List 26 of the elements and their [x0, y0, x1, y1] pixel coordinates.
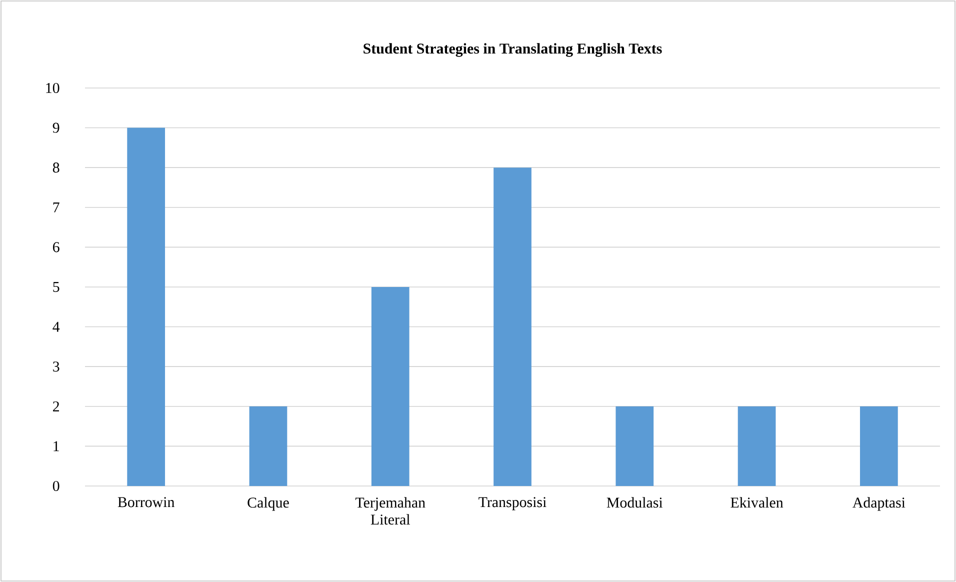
x-tick-label: Transposisi	[478, 497, 546, 510]
bar	[249, 406, 288, 486]
x-tick-label: Terjemahan Literal	[355, 497, 426, 525]
x-tick-label: Borrowin	[118, 497, 174, 508]
y-tick-label: 5	[53, 282, 60, 292]
x-tick-label: Modulasi	[606, 497, 663, 508]
y-tick-label: 6	[53, 242, 60, 252]
y-tick-label: 2	[53, 401, 59, 412]
y-tick-label: 3	[53, 362, 60, 372]
y-tick-label: 7	[53, 202, 60, 212]
bar	[494, 168, 532, 486]
x-tick-label: Adaptasi	[852, 497, 906, 511]
y-tick-label: 8	[52, 162, 60, 173]
x-tick-label: Ekivalen	[730, 497, 784, 508]
bar	[616, 406, 654, 486]
bar	[127, 128, 166, 486]
bar	[860, 406, 898, 486]
bar	[371, 286, 410, 486]
y-tick-label: 9	[52, 122, 60, 133]
chart-title: Student Strategies in Translating English Texts	[364, 43, 662, 57]
bar	[738, 406, 776, 486]
y-tick-label: 4	[52, 322, 60, 332]
y-tick-label: 10	[46, 82, 60, 94]
y-tick-label: 0	[52, 480, 60, 492]
x-tick-label: Calque	[248, 497, 289, 511]
y-tick-label: 1	[54, 441, 59, 452]
